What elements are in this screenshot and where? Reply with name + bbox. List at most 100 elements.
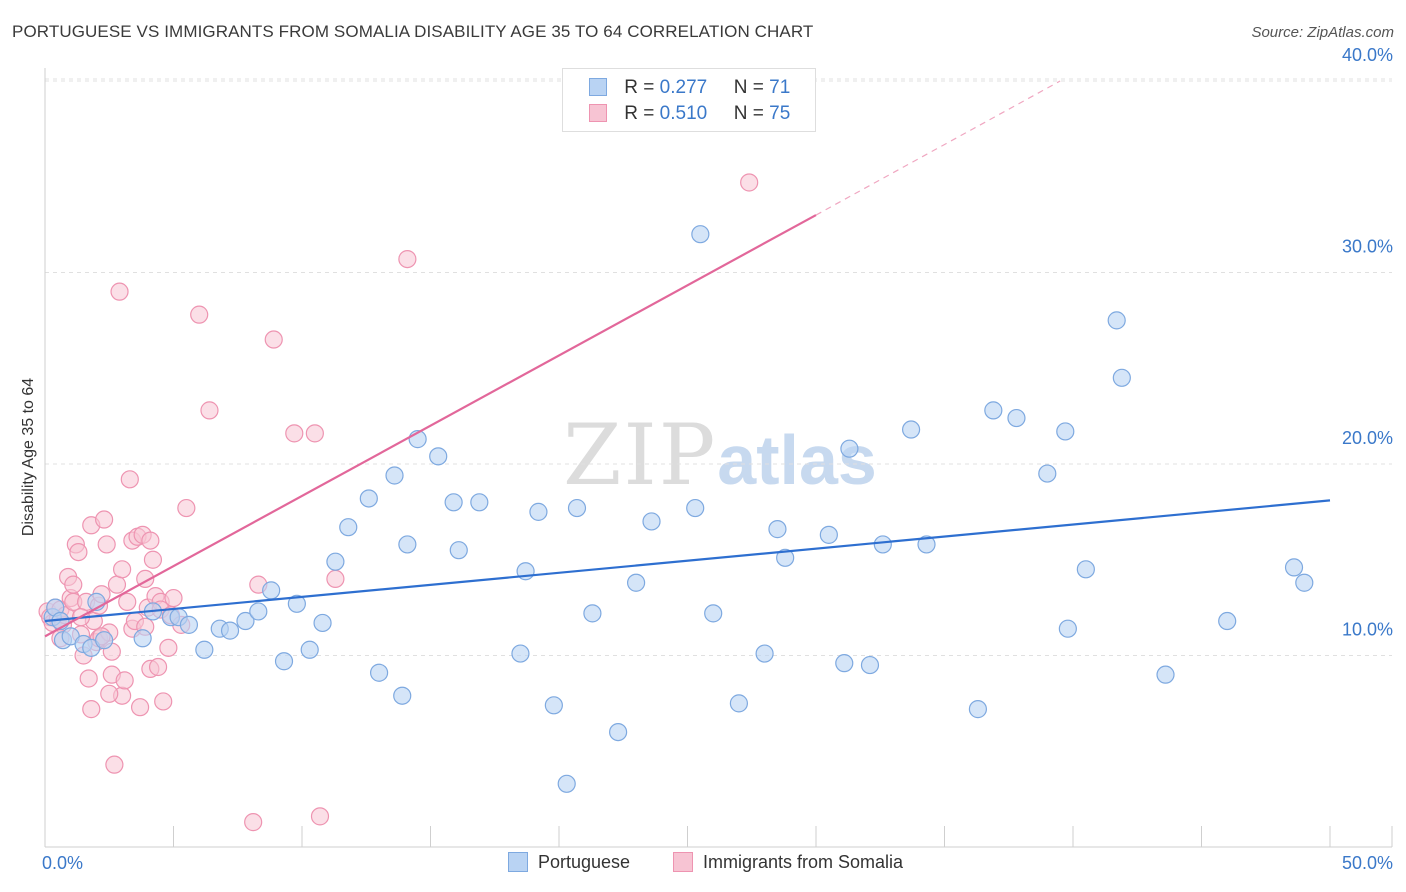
portuguese-point bbox=[729, 694, 749, 713]
portuguese-point bbox=[1076, 560, 1095, 579]
legend-n-value: 71 bbox=[769, 77, 791, 98]
portuguese-point bbox=[704, 604, 723, 623]
portuguese-point bbox=[1056, 422, 1075, 441]
portuguese-point bbox=[326, 552, 345, 571]
portuguese-point bbox=[768, 520, 787, 539]
portuguese-point bbox=[819, 525, 838, 544]
legend-r-value: 0.510 bbox=[659, 103, 708, 124]
portuguese-point bbox=[583, 604, 602, 623]
bottom-legend-label-portuguese: Portuguese bbox=[538, 852, 631, 872]
legend-r-label: R = bbox=[624, 103, 655, 124]
somalia-point bbox=[148, 657, 168, 677]
somalia-point bbox=[107, 575, 127, 594]
portuguese-point bbox=[626, 573, 646, 592]
portuguese-point bbox=[609, 722, 628, 742]
x-tick-label: 0.0% bbox=[42, 853, 83, 873]
somalia-point bbox=[97, 535, 116, 554]
portuguese-point bbox=[686, 498, 705, 518]
portuguese-point bbox=[755, 644, 774, 663]
portuguese-point bbox=[470, 493, 489, 512]
somalia-point bbox=[105, 755, 124, 774]
bottom-legend-portuguese: Portuguese bbox=[508, 852, 630, 876]
y-tick-label: 40.0% bbox=[1342, 45, 1393, 65]
portuguese-point bbox=[444, 493, 463, 512]
somalia-point bbox=[326, 569, 345, 589]
somalia-point bbox=[141, 531, 160, 550]
portuguese-point bbox=[300, 640, 319, 659]
somalia-points-layer bbox=[38, 173, 759, 832]
portuguese-point bbox=[95, 631, 114, 650]
portuguese-point bbox=[984, 401, 1003, 420]
portuguese-point bbox=[133, 629, 152, 648]
somalia-point bbox=[190, 305, 209, 324]
x-tick-label: 50.0% bbox=[1342, 853, 1393, 873]
somalia-point bbox=[200, 401, 219, 420]
portuguese-point bbox=[359, 489, 378, 508]
portuguese-point bbox=[544, 696, 563, 715]
portuguese-point bbox=[393, 686, 412, 705]
somalia-point bbox=[95, 510, 114, 529]
portuguese-point bbox=[1284, 558, 1304, 577]
portuguese-point bbox=[691, 225, 710, 244]
portuguese-point bbox=[220, 621, 240, 640]
somalia-point bbox=[244, 813, 263, 832]
legend-r-value: 0.277 bbox=[659, 77, 708, 98]
portuguese-point bbox=[262, 581, 281, 600]
somalia-trend-line bbox=[44, 214, 817, 638]
bottom-legend-somalia: Immigrants from Somalia bbox=[673, 852, 903, 876]
portuguese-point bbox=[287, 594, 306, 613]
portuguese-point bbox=[236, 611, 255, 631]
somalia-point bbox=[310, 807, 330, 826]
portuguese-point bbox=[274, 652, 294, 671]
portuguese-point bbox=[398, 535, 417, 554]
portuguese-point bbox=[385, 466, 404, 485]
legend-row-portuguese: R = 0.277 N = 71 bbox=[589, 77, 790, 99]
portuguese-point bbox=[776, 548, 795, 567]
portuguese-point bbox=[917, 535, 936, 554]
portuguese-point bbox=[313, 613, 332, 633]
legend-n-value: 75 bbox=[769, 103, 791, 124]
trend-layer bbox=[44, 80, 1331, 638]
portuguese-point bbox=[529, 502, 548, 521]
portuguese-point bbox=[860, 655, 880, 675]
portuguese-point bbox=[1295, 573, 1314, 592]
grid-layer bbox=[45, 78, 1392, 656]
portuguese-points-layer bbox=[43, 100, 1314, 793]
somalia-point bbox=[177, 498, 196, 518]
portuguese-point bbox=[429, 447, 448, 466]
somalia-point bbox=[398, 249, 417, 269]
portuguese-point bbox=[1038, 464, 1057, 483]
portuguese-point bbox=[1112, 368, 1131, 387]
somalia-point bbox=[69, 542, 88, 562]
somalia-point bbox=[115, 671, 134, 690]
legend-swatch-somalia bbox=[589, 104, 607, 122]
somalia-point bbox=[264, 330, 283, 349]
axis-layer bbox=[44, 68, 1393, 848]
portuguese-point bbox=[835, 654, 854, 673]
somalia-point bbox=[143, 550, 163, 569]
bottom-legend-label-somalia: Immigrants from Somalia bbox=[703, 852, 904, 872]
legend-n-label: N = bbox=[733, 103, 764, 124]
portuguese-point bbox=[249, 602, 268, 621]
portuguese-point bbox=[1218, 611, 1237, 631]
portuguese-point bbox=[567, 498, 587, 518]
portuguese-point bbox=[1107, 311, 1126, 330]
legend-r-label: R = bbox=[624, 77, 655, 98]
somalia-point bbox=[305, 424, 324, 443]
bottom-legend-swatch-somalia bbox=[673, 852, 693, 872]
somalia-point bbox=[79, 669, 98, 688]
somalia-point bbox=[100, 684, 119, 703]
somalia-point bbox=[740, 173, 759, 192]
y-tick-label: 30.0% bbox=[1342, 237, 1393, 257]
bottom-legend-swatch-portuguese bbox=[508, 852, 528, 872]
legend-n-label: N = bbox=[733, 77, 764, 98]
portuguese-point bbox=[968, 700, 988, 719]
legend-swatch-portuguese bbox=[589, 78, 607, 96]
somalia-point bbox=[112, 560, 132, 579]
somalia-point bbox=[159, 638, 178, 657]
source-note: Source: ZipAtlas.com bbox=[1251, 24, 1394, 41]
portuguese-point bbox=[642, 512, 661, 531]
portuguese-point bbox=[840, 439, 859, 458]
portuguese-point bbox=[179, 615, 199, 634]
